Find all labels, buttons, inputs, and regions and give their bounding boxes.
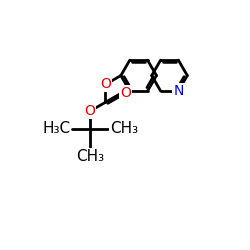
Text: H₃C: H₃C bbox=[42, 122, 70, 136]
Text: O: O bbox=[120, 86, 131, 100]
Text: N: N bbox=[173, 84, 184, 98]
Text: O: O bbox=[100, 78, 111, 92]
Text: O: O bbox=[84, 104, 96, 118]
Text: CH₃: CH₃ bbox=[76, 149, 104, 164]
Text: CH₃: CH₃ bbox=[110, 122, 138, 136]
